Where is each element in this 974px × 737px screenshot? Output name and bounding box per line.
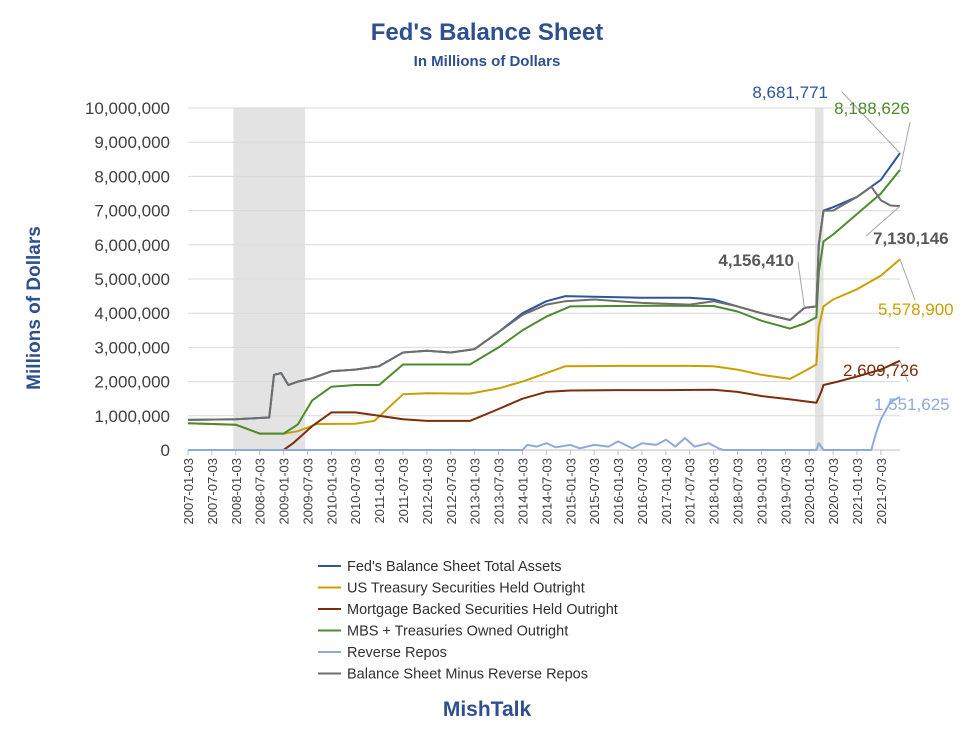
y-tick-label: 7,000,000 (94, 202, 170, 221)
x-tick-label: 2013-07-03 (492, 458, 507, 525)
x-tick-label: 2008-07-03 (253, 458, 268, 525)
series-line-3 (187, 169, 901, 435)
x-tick-label: 2015-07-03 (587, 458, 602, 525)
x-tick-label: 2011-07-03 (396, 458, 411, 524)
y-tick-label: 4,000,000 (94, 304, 170, 323)
x-tick-label: 2017-01-03 (659, 458, 674, 525)
annotation-leader (899, 259, 916, 301)
x-tick-label: 2009-07-03 (300, 458, 315, 525)
x-tick-label: 2010-01-03 (324, 458, 339, 525)
chart-subtitle: In Millions of Dollars (414, 53, 561, 70)
y-tick-label: 2,000,000 (94, 373, 170, 392)
y-axis-label: Millions of Dollars (24, 226, 45, 390)
y-axis-ticks: 0 1,000,000 2,000,000 3,000,000 4,000,000 5,0… (85, 99, 170, 460)
annotation-leader (797, 261, 805, 308)
annotation-value: 2,609,726 (843, 361, 919, 380)
legend-entry: Balance Sheet Minus Reverse Repos (347, 667, 588, 683)
x-tick-label: 2016-07-03 (635, 458, 650, 525)
x-tick-label: 2012-07-03 (444, 458, 459, 525)
annotation-leader (899, 121, 911, 171)
x-tick-label: 2014-07-03 (539, 458, 554, 525)
x-tick-label: 2020-01-03 (802, 458, 817, 525)
x-tick-label: 2017-07-03 (683, 458, 698, 525)
legend-entry: Reverse Repos (347, 645, 447, 661)
x-tick-label: 2008-01-03 (229, 458, 244, 525)
x-tick-label: 2019-01-03 (754, 458, 769, 525)
annotation-leader (841, 91, 901, 154)
annotation-leader (865, 205, 901, 237)
x-tick-label: 2016-01-03 (611, 458, 626, 525)
x-tick-label: 2007-01-03 (181, 458, 196, 525)
x-tick-label: 2014-01-03 (515, 458, 530, 525)
annotation-value: 4,156,410 (718, 251, 794, 270)
x-tick-label: 2007-07-03 (205, 458, 220, 525)
x-tick-label: 2021-07-03 (874, 458, 889, 525)
y-tick-label: 8,000,000 (94, 167, 170, 186)
x-tick-label: 2011-01-03 (372, 458, 387, 524)
series-lines (187, 152, 901, 451)
legend-entry: Mortgage Backed Securities Held Outright (347, 602, 618, 618)
legend-entry: Fed's Balance Sheet Total Assets (347, 559, 562, 575)
x-tick-label: 2020-07-03 (826, 458, 841, 525)
x-tick-label: 2015-01-03 (563, 458, 578, 525)
y-tick-label: 9,000,000 (94, 133, 170, 152)
brand-footer: MishTalk (443, 698, 532, 721)
y-tick-label: 10,000,000 (85, 99, 170, 118)
series-line-4 (188, 396, 901, 451)
x-tick-label: 2012-01-03 (420, 458, 435, 525)
y-tick-label: 1,000,000 (94, 407, 170, 426)
legend: Fed's Balance Sheet Total Assets US Treas… (318, 559, 618, 683)
y-tick-label: 0 (161, 441, 170, 460)
series-line-2 (188, 359, 901, 451)
chart-title: Fed's Balance Sheet (371, 19, 603, 46)
x-tick-label: 2013-01-03 (468, 458, 483, 525)
y-tick-label: 5,000,000 (94, 270, 170, 289)
x-tick-label: 2018-07-03 (731, 458, 746, 525)
x-tick-label: 2018-01-03 (707, 458, 722, 525)
annotation-leader (899, 360, 909, 383)
x-tick-label: 2010-07-03 (348, 458, 363, 525)
legend-entry: US Treasury Securities Held Outright (347, 581, 585, 597)
annotation-value: 5,578,900 (878, 300, 954, 319)
y-tick-label: 6,000,000 (94, 236, 170, 255)
y-tick-label: 3,000,000 (94, 338, 170, 357)
series-line-5 (187, 185, 901, 421)
annotation-value: 8,188,626 (834, 99, 910, 118)
x-tick-label: 2009-01-03 (277, 458, 292, 525)
annotation-value: 7,130,146 (873, 229, 949, 248)
x-tick-label: 2021-01-03 (850, 458, 865, 525)
x-tick-label: 2019-07-03 (778, 458, 793, 525)
annotation-value: 8,681,771 (752, 83, 828, 102)
legend-entry: MBS + Treasuries Owned Outright (347, 624, 568, 640)
gridlines (188, 107, 900, 451)
annotation-value: 1,551,625 (874, 395, 950, 414)
x-axis-ticks: 2007-01-03 2007-07-03 2008-01-03 2008-07-03… (181, 450, 889, 525)
value-annotations: 8,681,771 8,188,626 4,156,410 7,130,146 5,57… (718, 83, 953, 414)
